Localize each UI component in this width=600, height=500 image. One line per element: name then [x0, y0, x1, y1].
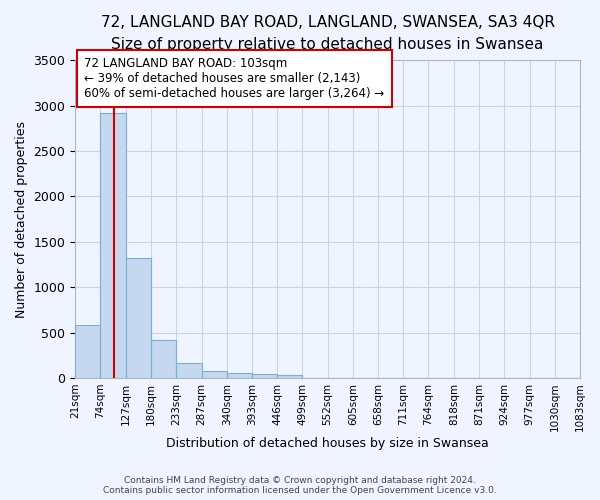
Text: 72 LANGLAND BAY ROAD: 103sqm
← 39% of detached houses are smaller (2,143)
60% of: 72 LANGLAND BAY ROAD: 103sqm ← 39% of de…: [84, 57, 385, 100]
Bar: [202, 371, 227, 378]
Bar: [75, 326, 100, 378]
Title: 72, LANGLAND BAY ROAD, LANGLAND, SWANSEA, SA3 4QR
Size of property relative to d: 72, LANGLAND BAY ROAD, LANGLAND, SWANSEA…: [101, 15, 554, 52]
Bar: [151, 340, 176, 378]
Bar: [125, 258, 151, 378]
Bar: [227, 374, 252, 378]
Bar: [252, 374, 277, 378]
Y-axis label: Number of detached properties: Number of detached properties: [15, 120, 28, 318]
Bar: [100, 113, 125, 378]
Bar: [277, 375, 302, 378]
Bar: [176, 362, 202, 378]
X-axis label: Distribution of detached houses by size in Swansea: Distribution of detached houses by size …: [166, 437, 489, 450]
Text: Contains HM Land Registry data © Crown copyright and database right 2024.
Contai: Contains HM Land Registry data © Crown c…: [103, 476, 497, 495]
